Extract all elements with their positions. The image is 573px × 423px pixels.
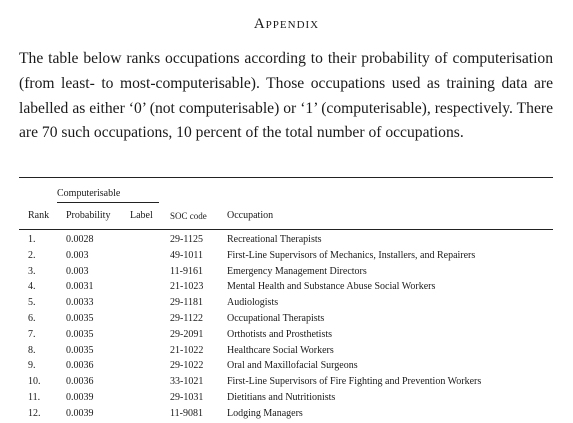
occupation-cell: Occupational Therapists [227, 313, 325, 324]
table-header-rule [19, 229, 553, 230]
occupation-cell: First-Line Supervisors of Fire Fighting … [227, 376, 482, 388]
header-soc-code: SOC code [170, 211, 207, 221]
rank-cell: 7. [28, 328, 36, 340]
probability-cell: 0.0035 [66, 344, 94, 356]
rank-cell: 2. [28, 249, 36, 261]
soc-code-cell: 49-1011 [170, 249, 203, 261]
table-row: 1. 0.0028 29-1125 Recreational Therapists [0, 234, 573, 250]
table-row: 7. 0.0035 29-2091 Orthotists and Prosthetis… [0, 329, 573, 345]
table-row: 9. 0.0036 29-1022 Oral and Maxillofacial Su… [0, 360, 573, 376]
probability-cell: 0.0035 [66, 328, 94, 340]
rank-cell: 5. [28, 297, 36, 309]
group-header-underline [57, 202, 159, 203]
occupation-cell: Audiologists [227, 297, 279, 309]
probability-cell: 0.003 [66, 249, 89, 261]
table-row: 8. 0.0035 21-1022 Healthcare Social Workers [0, 345, 573, 361]
soc-code-cell: 21-1023 [170, 281, 204, 293]
table-row: 6. 0.0035 29-1122 Occupational Therapists [0, 313, 573, 329]
computerisable-group-header: Computerisable [57, 188, 121, 199]
table-top-rule [19, 177, 553, 178]
occupation-cell: Oral and Maxillofacial Surgeons [227, 360, 358, 372]
table-row: 5. 0.0033 29-1181 Audiologists [0, 297, 573, 313]
soc-code-cell: 29-1125 [170, 234, 203, 245]
soc-code-cell: 29-1181 [170, 297, 203, 309]
header-probability: Probability [66, 210, 111, 221]
table-row: 12. 0.0039 11-9081 Lodging Managers [0, 408, 573, 423]
occupation-cell: Orthotists and Prosthetists [227, 328, 333, 340]
soc-code-cell: 11-9161 [170, 265, 203, 277]
occupation-cell: Emergency Management Directors [227, 265, 367, 277]
probability-cell: 0.0036 [66, 376, 94, 388]
probability-cell: 0.0031 [66, 281, 94, 293]
rank-cell: 12. [28, 407, 41, 419]
soc-code-cell: 29-2091 [170, 328, 204, 340]
occupation-cell: Recreational Therapists [227, 234, 322, 245]
table-row: 11. 0.0039 29-1031 Dietitians and Nutrition… [0, 392, 573, 408]
probability-cell: 0.0036 [66, 360, 94, 372]
probability-cell: 0.003 [66, 265, 89, 277]
soc-code-cell: 33-1021 [170, 376, 204, 388]
occupation-cell: Healthcare Social Workers [227, 344, 334, 356]
rank-cell: 1. [28, 234, 36, 245]
soc-code-cell: 29-1122 [170, 313, 203, 324]
occupation-cell: Dietitians and Nutritionists [227, 392, 336, 403]
soc-code-cell: 29-1022 [170, 360, 204, 372]
occupation-cell: Mental Health and Substance Abuse Social… [227, 281, 436, 293]
probability-cell: 0.0039 [66, 392, 94, 403]
header-rank: Rank [28, 210, 50, 221]
header-label: Label [130, 210, 153, 221]
rank-cell: 10. [28, 376, 41, 388]
table-row: 4. 0.0031 21-1023 Mental Health and Substan… [0, 281, 573, 297]
rank-cell: 8. [28, 344, 36, 356]
table-row: 10. 0.0036 33-1021 First-Line Supervisors o… [0, 376, 573, 392]
soc-code-cell: 21-1022 [170, 344, 204, 356]
rank-cell: 9. [28, 360, 36, 372]
rank-cell: 6. [28, 313, 36, 324]
table-row: 2. 0.003 49-1011 First-Line Supervisors of … [0, 250, 573, 266]
soc-code-cell: 11-9081 [170, 407, 203, 419]
probability-cell: 0.0033 [66, 297, 94, 309]
probability-cell: 0.0028 [66, 234, 94, 245]
occupation-cell: Lodging Managers [227, 407, 303, 419]
occupation-cell: First-Line Supervisors of Mechanics, Ins… [227, 249, 476, 261]
rank-cell: 11. [28, 392, 41, 403]
probability-cell: 0.0035 [66, 313, 94, 324]
intro-paragraph: The table below ranks occupations accord… [19, 50, 553, 142]
appendix-heading: Appendix [253, 16, 320, 32]
header-occupation: Occupation [227, 210, 274, 221]
table-row: 3. 0.003 11-9161 Emergency Management Direc… [0, 266, 573, 282]
rank-cell: 3. [28, 265, 36, 277]
soc-code-cell: 29-1031 [170, 392, 204, 403]
probability-cell: 0.0039 [66, 407, 94, 419]
rank-cell: 4. [28, 281, 36, 293]
